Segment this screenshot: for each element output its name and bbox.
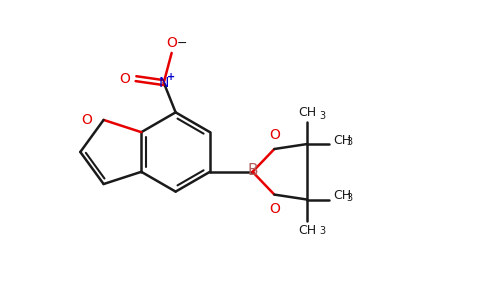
Text: CH: CH bbox=[298, 224, 316, 237]
Text: CH: CH bbox=[333, 134, 351, 147]
Text: N: N bbox=[159, 76, 169, 90]
Text: O: O bbox=[269, 128, 280, 142]
Text: 3: 3 bbox=[319, 111, 325, 121]
Text: B: B bbox=[247, 163, 258, 178]
Text: 3: 3 bbox=[347, 137, 353, 147]
Text: 3: 3 bbox=[347, 193, 353, 202]
Text: CH: CH bbox=[298, 106, 316, 119]
Text: O: O bbox=[269, 202, 280, 215]
Text: O: O bbox=[81, 113, 92, 127]
Text: CH: CH bbox=[333, 189, 351, 202]
Text: 3: 3 bbox=[319, 226, 325, 236]
Text: O: O bbox=[166, 36, 177, 50]
Text: +: + bbox=[166, 72, 175, 82]
Text: −: − bbox=[176, 37, 187, 50]
Text: O: O bbox=[119, 72, 130, 86]
